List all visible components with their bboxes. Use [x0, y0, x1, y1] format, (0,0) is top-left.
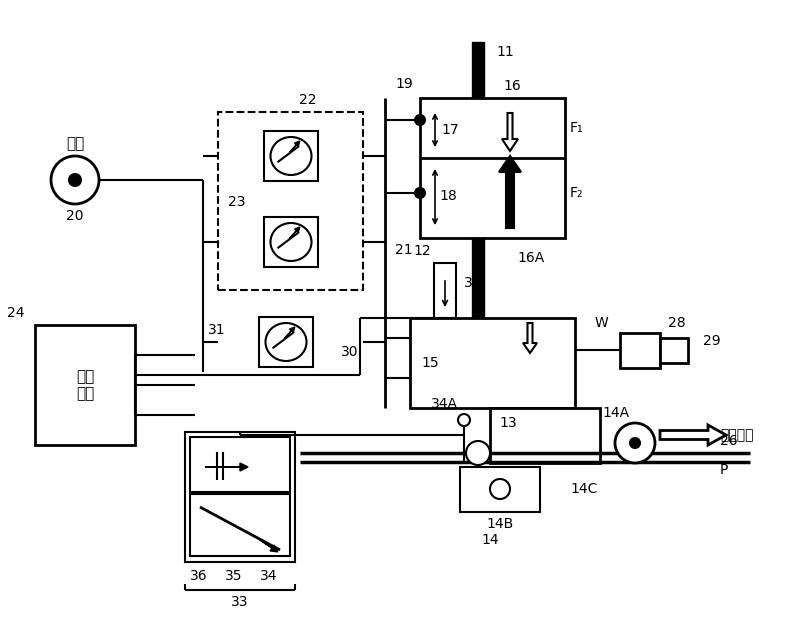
Bar: [410, 318, 575, 408]
Bar: [660, 338, 688, 363]
Text: 14B: 14B: [486, 517, 514, 531]
FancyArrow shape: [502, 113, 518, 151]
Circle shape: [458, 414, 470, 426]
Circle shape: [69, 174, 81, 186]
FancyArrow shape: [285, 327, 294, 338]
Text: 14: 14: [481, 533, 499, 547]
Text: 16A: 16A: [517, 251, 544, 265]
Text: 34A: 34A: [430, 397, 458, 411]
Bar: [460, 467, 540, 512]
Text: 28: 28: [668, 316, 686, 330]
Circle shape: [51, 156, 99, 204]
Text: P: P: [720, 463, 728, 477]
FancyArrow shape: [523, 323, 537, 353]
Text: 24: 24: [7, 306, 25, 320]
Text: 14A: 14A: [603, 406, 630, 420]
Text: 控制
装置: 控制 装置: [76, 369, 94, 401]
Text: 20: 20: [66, 209, 84, 223]
Text: 13: 13: [499, 416, 517, 430]
Text: 16: 16: [503, 79, 521, 93]
Bar: [35, 325, 135, 445]
Text: 12: 12: [413, 244, 431, 258]
Bar: [259, 317, 313, 367]
Bar: [434, 263, 456, 318]
Text: 30: 30: [464, 276, 482, 290]
Bar: [420, 98, 565, 238]
Text: 29: 29: [703, 334, 721, 348]
Circle shape: [630, 438, 640, 448]
Bar: [472, 238, 484, 318]
Circle shape: [415, 115, 425, 125]
FancyArrow shape: [499, 156, 521, 228]
Circle shape: [415, 188, 425, 198]
Text: 36: 36: [190, 569, 208, 583]
Text: 18: 18: [439, 189, 457, 203]
Text: 23: 23: [228, 195, 246, 209]
Text: 19: 19: [395, 77, 413, 91]
Text: 11: 11: [496, 45, 514, 59]
Bar: [185, 432, 295, 562]
Text: 33: 33: [231, 595, 249, 609]
Bar: [472, 42, 484, 100]
Text: 17: 17: [441, 123, 459, 137]
Text: W: W: [595, 316, 609, 330]
Circle shape: [466, 441, 490, 465]
Text: 气源: 气源: [66, 136, 84, 151]
Text: 26: 26: [720, 434, 738, 448]
Ellipse shape: [270, 137, 311, 175]
Circle shape: [615, 423, 655, 463]
Bar: [190, 437, 290, 492]
Circle shape: [490, 479, 510, 499]
FancyArrow shape: [290, 227, 300, 238]
Text: 21: 21: [395, 243, 413, 257]
Bar: [620, 333, 660, 368]
Ellipse shape: [266, 323, 306, 361]
FancyArrow shape: [290, 141, 300, 152]
Text: 14C: 14C: [570, 482, 598, 496]
Ellipse shape: [270, 223, 311, 261]
Text: F₁: F₁: [570, 121, 584, 135]
FancyArrow shape: [205, 463, 248, 471]
Text: 接合方向: 接合方向: [720, 428, 754, 442]
FancyArrow shape: [260, 540, 278, 552]
Text: 35: 35: [225, 569, 242, 583]
Bar: [218, 112, 363, 290]
Bar: [490, 408, 600, 463]
Bar: [190, 494, 290, 556]
Text: 30: 30: [341, 345, 358, 359]
Bar: [264, 217, 318, 267]
Text: 22: 22: [299, 93, 317, 107]
Bar: [264, 131, 318, 181]
Text: 31: 31: [208, 323, 226, 337]
Text: F₂: F₂: [570, 186, 583, 200]
FancyArrow shape: [660, 425, 726, 445]
Text: 15: 15: [421, 356, 439, 370]
Text: 34: 34: [260, 569, 278, 583]
